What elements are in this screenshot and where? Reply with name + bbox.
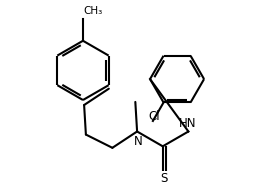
Text: HN: HN	[179, 117, 196, 130]
Text: CH₃: CH₃	[84, 6, 103, 16]
Text: Cl: Cl	[148, 110, 160, 123]
Text: S: S	[160, 172, 167, 185]
Text: N: N	[134, 134, 142, 148]
